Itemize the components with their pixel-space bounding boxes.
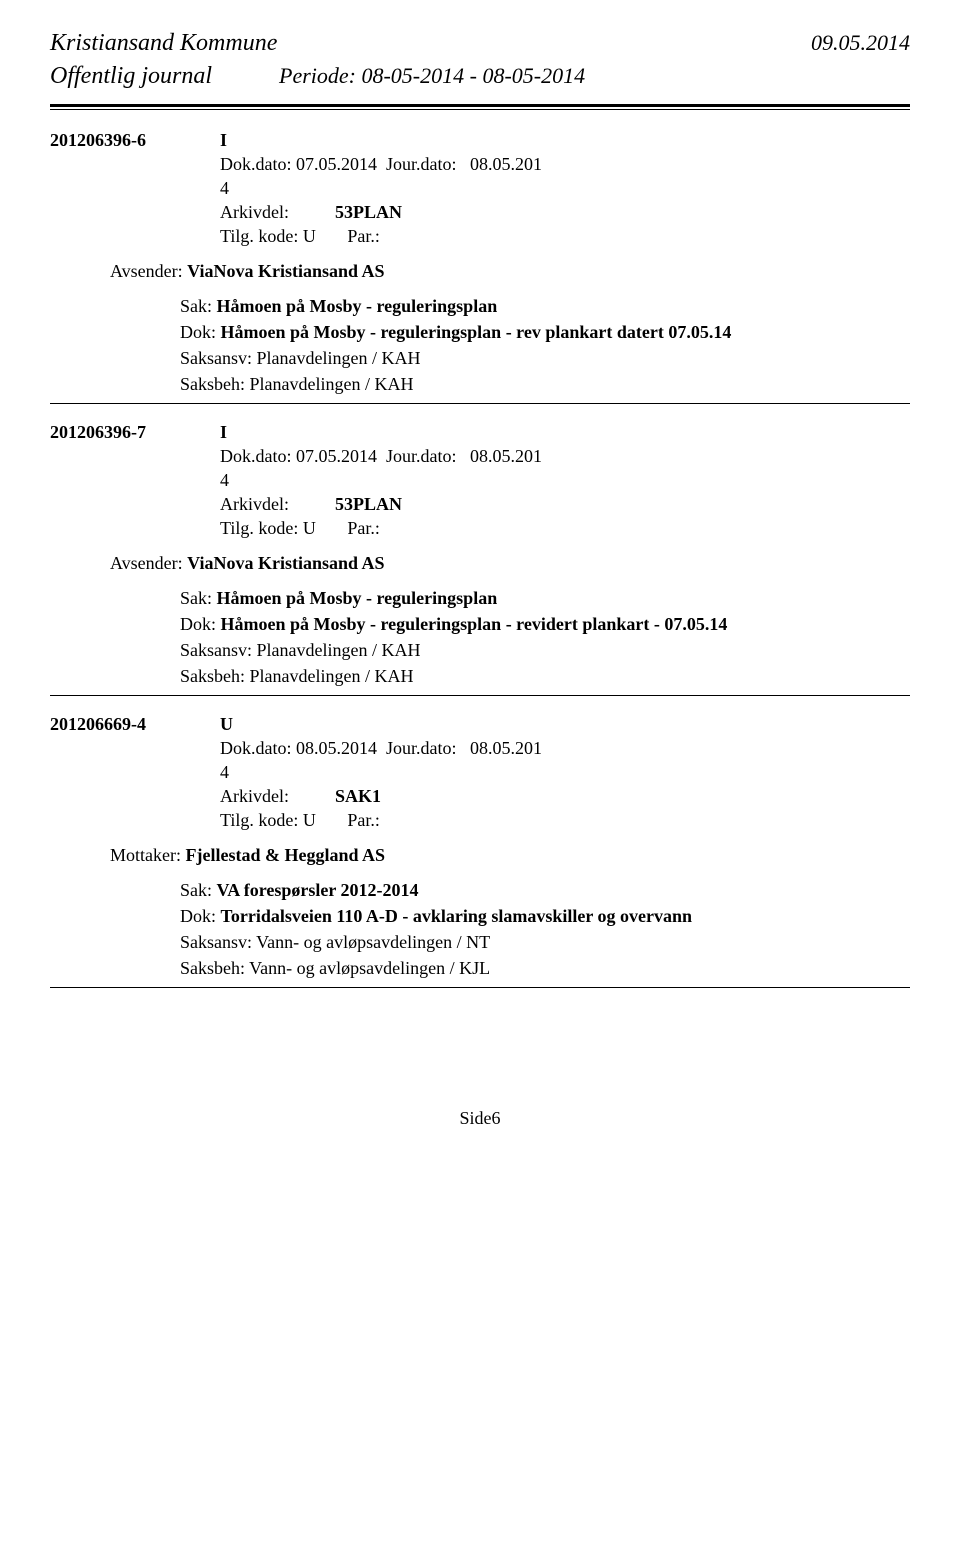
entry-dates: Dok.dato: 08.05.2014 Jour.dato: 08.05.20… — [50, 738, 910, 759]
entry-jour-value: 08.05.201 — [470, 446, 542, 466]
entry-jour-suffix: 4 — [50, 470, 910, 491]
entry-sak-value: Håmoen på Mosby - reguleringsplan — [217, 588, 498, 608]
entry-par: Par.: — [347, 810, 380, 830]
entry-dok: Dok: Håmoen på Mosby - reguleringsplan -… — [50, 322, 910, 343]
journal-entry: 201206669-4 U Dok.dato: 08.05.2014 Jour.… — [50, 714, 910, 979]
entry-sak: Sak: Håmoen på Mosby - reguleringsplan — [50, 296, 910, 317]
header-title: Kristiansand Kommune — [50, 30, 277, 57]
entry-dates: Dok.dato: 07.05.2014 Jour.dato: 08.05.20… — [50, 154, 910, 175]
entry-saksansv: Saksansv: Vann- og avløpsavdelingen / NT — [50, 932, 910, 953]
entry-sak: Sak: Håmoen på Mosby - reguleringsplan — [50, 588, 910, 609]
entry-id-row: 201206669-4 U — [50, 714, 910, 735]
entry-tilg-kode: Tilg. kode: U — [220, 810, 316, 830]
entry-party: Avsender: ViaNova Kristiansand AS — [50, 261, 910, 282]
entry-type: I — [220, 130, 227, 151]
entry-party: Mottaker: Fjellestad & Heggland AS — [50, 845, 910, 866]
entry-dok-value: Håmoen på Mosby - reguleringsplan - revi… — [221, 614, 728, 634]
journal-entry: 201206396-7 I Dok.dato: 07.05.2014 Jour.… — [50, 422, 910, 687]
entry-party-label: Mottaker: — [110, 845, 185, 865]
entry-arkiv-value: SAK1 — [335, 786, 381, 806]
entry-jour-suffix: 4 — [50, 762, 910, 783]
entry-saksbeh: Saksbeh: Vann- og avløpsavdelingen / KJL — [50, 958, 910, 979]
entry-saksbeh: Saksbeh: Planavdelingen / KAH — [50, 374, 910, 395]
entry-dates: Dok.dato: 07.05.2014 Jour.dato: 08.05.20… — [50, 446, 910, 467]
entry-dok-dato: Dok.dato: 07.05.2014 — [220, 154, 377, 174]
entry-id-row: 201206396-6 I — [50, 130, 910, 151]
header-date: 09.05.2014 — [811, 30, 910, 56]
entry-tilg: Tilg. kode: U Par.: — [50, 518, 910, 539]
entry-arkiv-label: Arkivdel: — [220, 202, 335, 223]
entry-sak-value: VA forespørsler 2012-2014 — [217, 880, 419, 900]
entry-dok-value: Håmoen på Mosby - reguleringsplan - rev … — [221, 322, 732, 342]
entry-tilg-kode: Tilg. kode: U — [220, 226, 316, 246]
entry-id-row: 201206396-7 I — [50, 422, 910, 443]
subheader-title: Offentlig journal — [50, 63, 275, 90]
entry-arkiv: Arkivdel:SAK1 — [50, 786, 910, 807]
entry-arkiv-label: Arkivdel: — [220, 494, 335, 515]
entry-dok-label: Dok: — [180, 614, 221, 634]
entry-party-label: Avsender: — [110, 553, 187, 573]
entry-jour-label: Jour.dato: — [386, 738, 457, 758]
entry-id: 201206396-6 — [50, 130, 220, 151]
entry-sak-label: Sak: — [180, 880, 217, 900]
entry-arkiv: Arkivdel:53PLAN — [50, 494, 910, 515]
entry-separator — [50, 695, 910, 696]
entry-dok-label: Dok: — [180, 906, 221, 926]
header-separator — [50, 104, 910, 110]
entry-party-value: Fjellestad & Heggland AS — [185, 845, 385, 865]
entry-jour-label: Jour.dato: — [386, 154, 457, 174]
page-header: Kristiansand Kommune 09.05.2014 — [50, 30, 910, 57]
entry-arkiv-label: Arkivdel: — [220, 786, 335, 807]
entry-tilg-kode: Tilg. kode: U — [220, 518, 316, 538]
entry-saksansv: Saksansv: Planavdelingen / KAH — [50, 348, 910, 369]
entry-jour-value: 08.05.201 — [470, 738, 542, 758]
entry-type: I — [220, 422, 227, 443]
page-number: Side6 — [50, 1108, 910, 1129]
entry-dok: Dok: Torridalsveien 110 A-D - avklaring … — [50, 906, 910, 927]
entry-jour-suffix: 4 — [50, 178, 910, 199]
entry-dok: Dok: Håmoen på Mosby - reguleringsplan -… — [50, 614, 910, 635]
entry-saksansv: Saksansv: Planavdelingen / KAH — [50, 640, 910, 661]
journal-entry: 201206396-6 I Dok.dato: 07.05.2014 Jour.… — [50, 130, 910, 395]
entry-dok-dato: Dok.dato: 07.05.2014 — [220, 446, 377, 466]
entry-arkiv-value: 53PLAN — [335, 202, 402, 222]
entry-arkiv-value: 53PLAN — [335, 494, 402, 514]
entry-party-label: Avsender: — [110, 261, 187, 281]
entry-id: 201206669-4 — [50, 714, 220, 735]
entry-tilg: Tilg. kode: U Par.: — [50, 226, 910, 247]
entry-saksbeh: Saksbeh: Planavdelingen / KAH — [50, 666, 910, 687]
entry-dok-value: Torridalsveien 110 A-D - avklaring slama… — [221, 906, 693, 926]
page-subheader: Offentlig journal Periode: 08-05-2014 - … — [50, 63, 910, 90]
entry-jour-label: Jour.dato: — [386, 446, 457, 466]
entry-sak: Sak: VA forespørsler 2012-2014 — [50, 880, 910, 901]
entry-sak-value: Håmoen på Mosby - reguleringsplan — [217, 296, 498, 316]
entry-arkiv: Arkivdel:53PLAN — [50, 202, 910, 223]
subheader-period: Periode: 08-05-2014 - 08-05-2014 — [279, 63, 585, 89]
entry-party: Avsender: ViaNova Kristiansand AS — [50, 553, 910, 574]
entry-party-value: ViaNova Kristiansand AS — [187, 261, 384, 281]
entry-type: U — [220, 714, 233, 735]
entry-par: Par.: — [347, 518, 380, 538]
entry-dok-dato: Dok.dato: 08.05.2014 — [220, 738, 377, 758]
entry-separator — [50, 403, 910, 404]
entry-sak-label: Sak: — [180, 296, 217, 316]
entry-par: Par.: — [347, 226, 380, 246]
entry-party-value: ViaNova Kristiansand AS — [187, 553, 384, 573]
entry-dok-label: Dok: — [180, 322, 221, 342]
entry-separator — [50, 987, 910, 988]
entry-tilg: Tilg. kode: U Par.: — [50, 810, 910, 831]
entry-jour-value: 08.05.201 — [470, 154, 542, 174]
entry-id: 201206396-7 — [50, 422, 220, 443]
entry-sak-label: Sak: — [180, 588, 217, 608]
